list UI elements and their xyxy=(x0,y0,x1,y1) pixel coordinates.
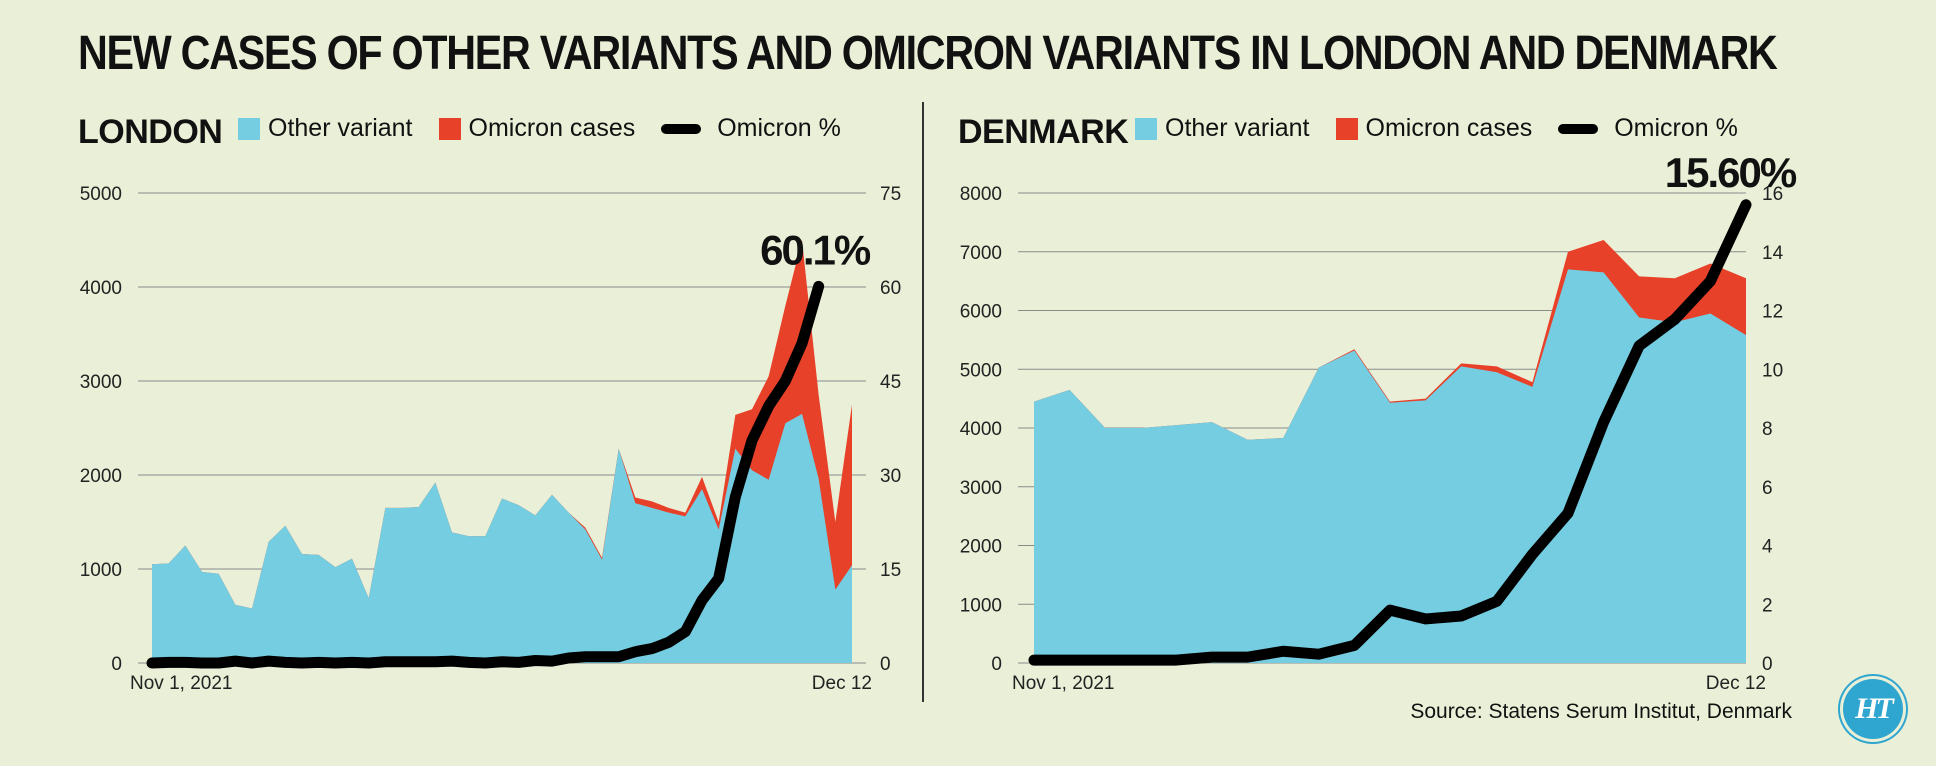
left-axis-tick-label: 0 xyxy=(991,654,1002,675)
omicron-pct-line xyxy=(146,280,825,669)
left-axis-tick-label: 1000 xyxy=(80,560,122,581)
left-axis-tick-label: 0 xyxy=(111,654,122,675)
right-axis-tick-label: 15 xyxy=(880,560,901,581)
peak-pct-label: 60.1% xyxy=(760,226,871,273)
legend-omicron-pct: Omicron % xyxy=(661,114,841,143)
legend-pct-line xyxy=(1558,123,1599,134)
x-start-label: Nov 1, 2021 xyxy=(130,673,232,694)
right-axis-tick-label: 60 xyxy=(880,278,901,299)
legend-omicron-label: Omicron cases xyxy=(468,114,636,142)
legend-other-swatch xyxy=(1135,117,1157,140)
left-axis-tick-label: 8000 xyxy=(960,184,1002,205)
left-axis-tick-label: 3000 xyxy=(80,372,122,393)
chart-denmark: 0 1000 2000 3000 4000 5000 6000 7000 8000 0 2 4 6 8 10… xyxy=(960,149,1799,694)
right-axis-tick-label: 0 xyxy=(880,654,891,675)
denmark-legend: Other variant Omicron cases Omicron % xyxy=(1135,114,1764,143)
legend-omicron-label: Omicron cases xyxy=(1365,114,1533,142)
x-end-label: Dec 12 xyxy=(1706,673,1766,694)
chart-london: 0 1000 2000 3000 4000 5000 0 15 30 45 60 75 Nov 1, 2… xyxy=(80,184,901,694)
right-axis-tick-label: 8 xyxy=(1762,419,1773,440)
legend-other-label: Other variant xyxy=(1165,114,1310,142)
london-legend: Other variant Omicron cases Omicron % xyxy=(238,114,867,143)
right-axis-tick-label: 6 xyxy=(1762,478,1773,499)
source-note: Source: Statens Serum Institut, Denmark xyxy=(1410,700,1792,723)
legend-omicron-swatch xyxy=(438,117,461,140)
left-axis-tick-label: 2000 xyxy=(80,466,122,487)
legend-pct-line xyxy=(661,123,702,134)
right-axis-tick-label: 12 xyxy=(1762,302,1783,323)
left-axis-tick-label: 5000 xyxy=(960,360,1002,381)
left-axis-tick-label: 4000 xyxy=(960,419,1002,440)
legend-other-swatch xyxy=(238,117,260,140)
legend-pct-label: Omicron % xyxy=(1614,114,1738,142)
ht-logo: HT xyxy=(1843,679,1903,739)
omicron-pct-line xyxy=(1028,199,1752,666)
legend-pct-label: Omicron % xyxy=(717,114,841,142)
legend-omicron-pct: Omicron % xyxy=(1558,114,1738,143)
left-axis-tick-label: 6000 xyxy=(960,302,1002,323)
left-axis-tick-label: 7000 xyxy=(960,243,1002,264)
denmark-panel-title: DENMARK xyxy=(958,113,1129,151)
legend-other-variant: Other variant xyxy=(238,114,413,143)
right-axis-tick-label: 0 xyxy=(1762,654,1773,675)
left-axis-tick-label: 2000 xyxy=(960,537,1002,558)
right-axis-tick-label: 45 xyxy=(880,372,901,393)
legend-other-label: Other variant xyxy=(268,114,413,142)
panel-divider xyxy=(922,102,924,702)
legend-omicron-cases: Omicron cases xyxy=(1335,114,1533,143)
right-axis-tick-label: 75 xyxy=(880,184,901,205)
peak-pct-label: 15.60% xyxy=(1665,149,1797,196)
x-end-label: Dec 12 xyxy=(812,673,872,694)
legend-omicron-swatch xyxy=(1335,117,1358,140)
right-axis-tick-label: 4 xyxy=(1762,537,1773,558)
right-axis-tick-label: 14 xyxy=(1762,243,1784,264)
legend-other-variant: Other variant xyxy=(1135,114,1310,143)
other-variant-area xyxy=(152,413,852,663)
right-axis-tick-label: 2 xyxy=(1762,595,1773,616)
x-start-label: Nov 1, 2021 xyxy=(1012,673,1114,694)
left-axis-tick-label: 1000 xyxy=(960,595,1002,616)
other-variant-area xyxy=(1034,269,1746,663)
left-axis-tick-label: 5000 xyxy=(80,184,122,205)
right-axis-tick-label: 10 xyxy=(1762,360,1783,381)
legend-omicron-cases: Omicron cases xyxy=(438,114,636,143)
left-axis-tick-label: 4000 xyxy=(80,278,122,299)
london-panel-title: LONDON xyxy=(78,113,223,151)
left-axis-tick-label: 3000 xyxy=(960,478,1002,499)
page-title: NEW CASES OF OTHER VARIANTS AND OMICRON … xyxy=(78,27,1778,80)
right-axis-tick-label: 16 xyxy=(1762,184,1783,205)
right-axis-tick-label: 30 xyxy=(880,466,901,487)
